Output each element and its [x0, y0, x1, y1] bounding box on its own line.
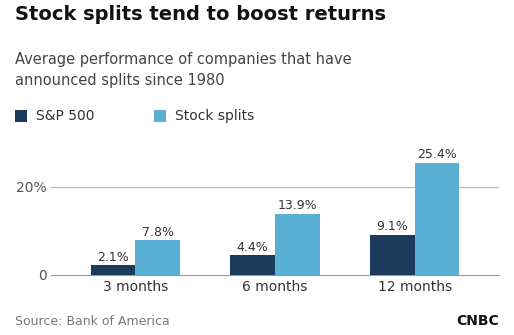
Bar [370, 235, 415, 275]
Text: Average performance of companies that have
announced splits since 1980: Average performance of companies that ha… [15, 52, 352, 88]
Bar [90, 265, 135, 275]
Text: 25.4%: 25.4% [417, 148, 457, 161]
Bar [275, 214, 320, 275]
Text: CNBC: CNBC [456, 314, 499, 328]
Text: 13.9%: 13.9% [278, 199, 317, 212]
Text: 2.1%: 2.1% [97, 251, 129, 264]
Bar [415, 163, 460, 275]
Text: S&P 500: S&P 500 [36, 109, 95, 123]
Text: 4.4%: 4.4% [237, 241, 268, 254]
Text: Source: Bank of America: Source: Bank of America [15, 315, 170, 328]
Text: Stock splits tend to boost returns: Stock splits tend to boost returns [15, 5, 387, 24]
Bar [135, 241, 180, 275]
Bar [230, 255, 275, 275]
Text: 7.8%: 7.8% [141, 226, 174, 239]
Text: 9.1%: 9.1% [376, 220, 408, 233]
Text: Stock splits: Stock splits [175, 109, 254, 123]
